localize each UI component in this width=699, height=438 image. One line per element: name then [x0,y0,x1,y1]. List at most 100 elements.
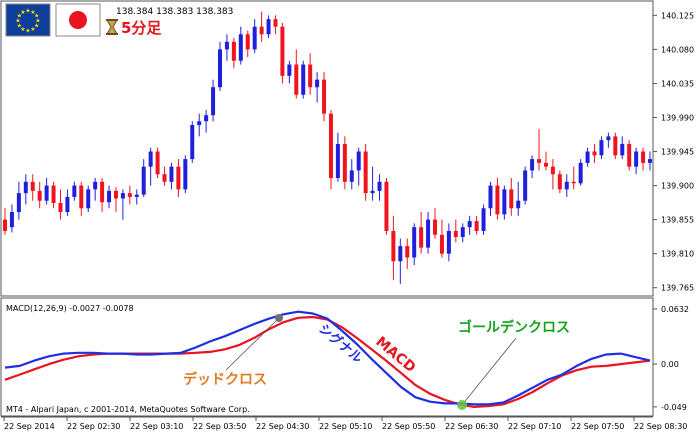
time-tick-label: 22 Sep 06:30 [445,422,498,431]
candle [571,166,576,190]
candle-body [148,151,153,167]
macd-tick-label: 0.00 [661,360,679,369]
candle-body [578,162,583,184]
candle [86,185,91,213]
candle [72,181,77,201]
candle-body [301,64,306,95]
candle-body [308,64,313,88]
candle-body [398,246,403,262]
candle-body [238,34,243,61]
candle-body [211,87,216,116]
candle-body [377,181,382,191]
candle [481,204,486,235]
candle [606,132,611,148]
candle-body [273,19,278,27]
candle [79,181,84,216]
candle-body [550,166,555,175]
price-pane[interactable] [3,11,652,284]
candle [245,30,250,57]
candle [224,34,229,61]
candle-body [328,113,333,179]
candle [113,187,118,213]
candle [495,178,500,220]
candle [169,162,174,190]
candle [592,143,597,163]
candle [543,151,548,171]
candle [162,166,167,186]
candle-body [446,230,451,254]
candle-body [620,143,625,156]
candle [467,215,472,235]
hourglass-icon [106,19,118,35]
candle [391,215,396,281]
candle-body [37,190,42,201]
candle-body [204,115,209,122]
candle-body [516,200,521,209]
candle-body [287,64,292,76]
candle-body [592,151,597,156]
candle [412,223,417,266]
candle [197,113,202,137]
candle [308,53,313,95]
candle [419,212,424,254]
candle [537,128,542,171]
eu-star: ★ [34,13,39,20]
candle-body [627,143,632,167]
price-tick-label: 140.080 [661,45,694,54]
candle [578,159,583,186]
candle-body [141,166,146,195]
candle-body [370,190,375,194]
candle [585,147,590,167]
candle [141,159,146,197]
candle [259,11,264,42]
candle-body [349,170,354,182]
candle [342,136,347,190]
candle [634,147,639,175]
candle [148,147,153,186]
candle-body [44,185,49,201]
candle [218,41,222,92]
candle-body [169,166,174,182]
eu-star: ★ [30,26,35,33]
candle-body [474,221,479,231]
macd-tick-label: -0.049 [661,403,687,412]
candle [363,143,368,201]
time-tick-label: 22 Sep 08:30 [634,422,687,431]
eu-star: ★ [35,18,40,25]
candle-body [23,181,28,194]
candle [370,166,375,201]
japan-flag-icon [55,3,101,37]
candle-body [419,227,424,248]
price-line: 138.384 138.383 138.383 [116,7,233,17]
macd-pane-border [0,297,654,417]
price-tick-label: 139.855 [661,216,694,225]
candle-body [9,212,14,228]
candle [613,132,618,160]
eu-star: ★ [30,9,35,16]
candle-body [571,181,576,184]
macd-pane[interactable] [4,310,651,408]
candle [252,19,257,54]
candle [294,49,299,99]
candle [322,72,327,122]
candle-body [120,193,125,199]
candle-body [634,151,639,167]
candle [328,109,333,190]
candle-body [183,159,188,190]
candle-body [363,151,368,194]
candle-body [557,174,562,190]
candle [3,208,7,235]
candle-body [3,219,7,231]
candle [238,26,243,65]
candle [453,219,458,243]
candle [211,79,216,122]
candle-body [453,230,458,238]
macd-lines [4,310,651,408]
candle-body [197,121,202,126]
candle [599,136,604,160]
candle-body [585,151,590,163]
dead-cross-label: デッドクロス [183,371,267,388]
candle-body [127,193,132,197]
candle [273,15,278,35]
